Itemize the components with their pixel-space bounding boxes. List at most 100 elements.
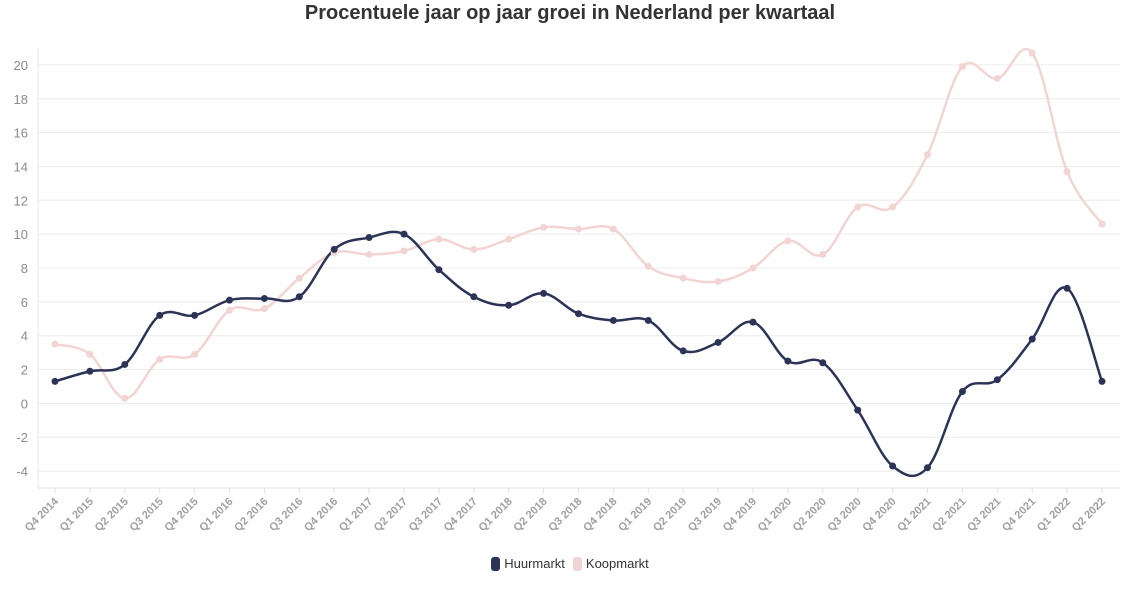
data-point-koopmarkt xyxy=(714,278,722,286)
data-point-koopmarkt xyxy=(993,74,1001,82)
data-point-koopmarkt xyxy=(540,223,548,231)
x-tick-label: Q1 2017 xyxy=(337,496,375,534)
x-tick-label: Q4 2018 xyxy=(581,496,619,534)
chart-title: Procentuele jaar op jaar groei in Nederl… xyxy=(304,2,836,24)
x-tick-label: Q1 2020 xyxy=(756,496,794,534)
data-point-huurmarkt xyxy=(924,464,931,472)
data-point-huurmarkt xyxy=(51,377,59,385)
y-tick-label: 8 xyxy=(21,261,28,276)
data-point-huurmarkt xyxy=(714,338,722,346)
data-point-huurmarkt xyxy=(854,406,862,414)
data-point-huurmarkt xyxy=(784,357,792,365)
x-tick-label: Q3 2017 xyxy=(407,496,445,534)
legend-item-koopmarkt[interactable]: Koopmarkt xyxy=(572,556,649,571)
legend-item-huurmarkt[interactable]: Huurmarkt xyxy=(491,556,565,571)
data-point-koopmarkt xyxy=(86,350,94,358)
data-point-huurmarkt xyxy=(644,316,652,324)
x-tick-label: Q4 2019 xyxy=(721,496,759,534)
data-point-koopmarkt xyxy=(365,250,373,258)
x-tick-label: Q2 2021 xyxy=(930,496,968,534)
y-tick-label: 18 xyxy=(14,92,28,107)
data-point-huurmarkt xyxy=(819,359,827,367)
data-point-huurmarkt xyxy=(191,311,199,319)
x-tick-label: Q2 2018 xyxy=(511,496,549,534)
x-tick-label: Q1 2021 xyxy=(895,496,933,534)
y-tick-label: -2 xyxy=(16,430,28,445)
x-tick-label: Q3 2021 xyxy=(965,496,1003,534)
x-tick-label: Q3 2020 xyxy=(825,496,863,534)
y-tick-label: 16 xyxy=(14,126,28,141)
data-point-koopmarkt xyxy=(1063,168,1071,176)
x-tick-label: Q4 2015 xyxy=(162,496,200,534)
y-tick-label: 2 xyxy=(21,363,28,378)
data-point-koopmarkt xyxy=(679,274,687,282)
data-point-huurmarkt xyxy=(365,234,373,242)
data-point-koopmarkt xyxy=(191,350,199,358)
x-tick-label: Q1 2015 xyxy=(58,496,96,534)
y-tick-label: 10 xyxy=(14,227,28,242)
data-point-koopmarkt xyxy=(470,245,478,253)
x-tick-label: Q2 2015 xyxy=(93,496,131,534)
data-point-koopmarkt xyxy=(51,340,59,348)
data-point-koopmarkt xyxy=(400,247,408,255)
data-point-huurmarkt xyxy=(679,347,687,355)
data-point-koopmarkt xyxy=(1098,220,1106,228)
x-tick-label: Q2 2019 xyxy=(651,496,689,534)
data-point-koopmarkt xyxy=(854,203,862,211)
data-point-huurmarkt xyxy=(330,245,338,253)
data-point-koopmarkt xyxy=(226,306,233,314)
x-tick-label: Q1 2018 xyxy=(476,496,514,534)
data-point-huurmarkt xyxy=(470,293,478,301)
data-point-huurmarkt xyxy=(260,294,268,302)
series-points xyxy=(51,49,1106,472)
x-tick-label: Q4 2020 xyxy=(860,496,898,534)
x-tick-label: Q1 2016 xyxy=(197,496,235,534)
x-tick-label: Q4 2016 xyxy=(302,496,340,534)
data-point-huurmarkt xyxy=(226,296,233,304)
y-axis-ticks: -4 -2 0 2 4 6 8 10 12 14 16 18 20 xyxy=(14,58,28,479)
data-point-huurmarkt xyxy=(609,316,617,324)
series-lines xyxy=(54,47,1104,478)
x-tick-label: Q4 2014 xyxy=(23,495,62,534)
data-point-huurmarkt xyxy=(400,230,408,238)
data-point-koopmarkt xyxy=(958,63,966,71)
data-point-huurmarkt xyxy=(86,367,94,375)
data-point-huurmarkt xyxy=(1028,335,1036,343)
y-tick-label: 14 xyxy=(14,159,28,174)
data-point-huurmarkt xyxy=(1098,377,1106,385)
data-point-koopmarkt xyxy=(784,237,792,245)
legend-swatch-huurmarkt xyxy=(491,556,501,571)
data-point-huurmarkt xyxy=(295,293,303,301)
x-tick-label: Q3 2018 xyxy=(546,496,584,534)
data-point-huurmarkt xyxy=(575,310,582,318)
data-point-huurmarkt xyxy=(749,318,757,326)
y-tick-label: 4 xyxy=(21,329,28,344)
data-point-huurmarkt xyxy=(540,289,548,297)
data-point-koopmarkt xyxy=(644,262,652,270)
data-point-huurmarkt xyxy=(1063,284,1071,292)
x-tick-label: Q1 2022 xyxy=(1035,496,1073,534)
data-point-koopmarkt xyxy=(1028,49,1036,57)
data-point-koopmarkt xyxy=(260,305,268,313)
x-tick-label: Q3 2015 xyxy=(127,496,165,534)
data-point-koopmarkt xyxy=(924,151,931,159)
series-line-koopmarkt xyxy=(54,47,1104,400)
x-tick-label: Q2 2016 xyxy=(232,496,270,534)
data-point-koopmarkt xyxy=(889,203,897,211)
y-tick-label: 0 xyxy=(21,396,28,411)
data-point-koopmarkt xyxy=(121,394,129,402)
legend-swatch-koopmarkt xyxy=(572,556,582,571)
y-tick-label: -4 xyxy=(16,464,28,479)
data-point-koopmarkt xyxy=(749,264,757,272)
data-point-koopmarkt xyxy=(295,274,303,282)
y-tick-label: 12 xyxy=(14,193,28,208)
legend-label-koopmarkt: Koopmarkt xyxy=(585,556,649,571)
x-tick-label: Q3 2019 xyxy=(686,496,724,534)
y-tick-label: 6 xyxy=(21,295,28,310)
legend-label-huurmarkt: Huurmarkt xyxy=(504,556,565,571)
data-point-koopmarkt xyxy=(505,235,513,243)
x-tick-label: Q2 2022 xyxy=(1070,496,1108,534)
x-tick-label: Q2 2020 xyxy=(791,496,829,534)
